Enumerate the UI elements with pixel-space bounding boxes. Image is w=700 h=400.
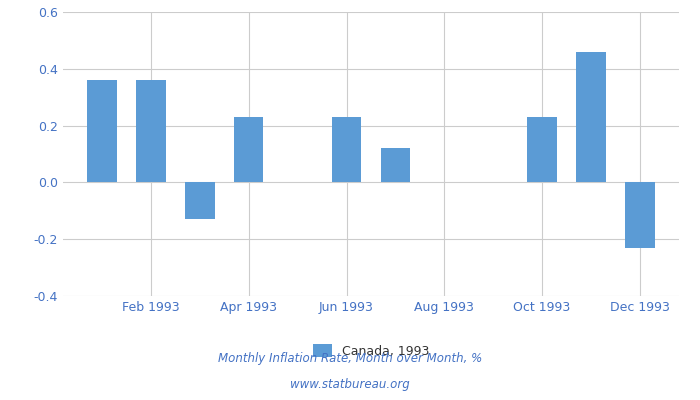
Bar [527, 117, 556, 182]
Bar [576, 52, 606, 182]
Bar [88, 80, 117, 182]
Bar [186, 182, 215, 219]
Text: Monthly Inflation Rate, Month over Month, %: Monthly Inflation Rate, Month over Month… [218, 352, 482, 365]
Bar [234, 117, 263, 182]
Bar [625, 182, 654, 248]
Bar [136, 80, 166, 182]
Legend: Canada, 1993: Canada, 1993 [308, 339, 434, 363]
Text: www.statbureau.org: www.statbureau.org [290, 378, 410, 391]
Bar [332, 117, 361, 182]
Bar [381, 148, 410, 182]
